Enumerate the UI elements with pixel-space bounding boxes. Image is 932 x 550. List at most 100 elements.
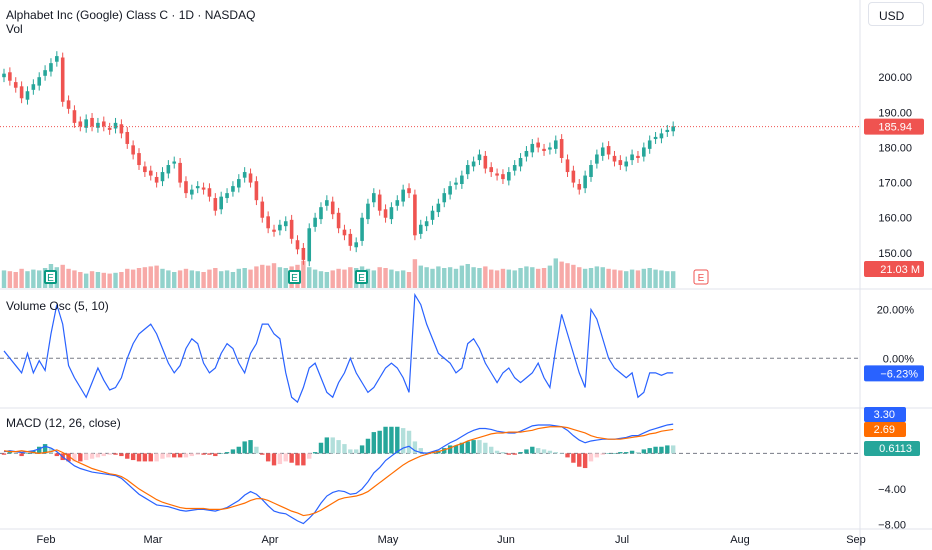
macd-histogram-bar bbox=[618, 452, 623, 454]
candle-body bbox=[49, 63, 53, 72]
volume-bar bbox=[318, 271, 324, 288]
volume-osc-line bbox=[3, 292, 674, 404]
candle-body bbox=[172, 161, 177, 164]
volume-bar bbox=[25, 271, 30, 288]
candle-body bbox=[55, 56, 59, 62]
candle-body bbox=[600, 147, 605, 156]
macd-histogram-bar bbox=[236, 446, 241, 454]
price-tick-label: 160.00 bbox=[878, 213, 912, 225]
time-tick-label: Mar bbox=[144, 534, 163, 546]
volume-bar bbox=[442, 268, 447, 288]
candle-body bbox=[571, 170, 576, 183]
time-tick-label: Aug bbox=[730, 534, 750, 546]
candle-body bbox=[559, 139, 564, 158]
macd-histogram-bar bbox=[483, 442, 488, 454]
price-tick-label: 190.00 bbox=[878, 107, 912, 119]
currency-button[interactable]: USD bbox=[868, 2, 924, 26]
candle-body bbox=[295, 240, 300, 250]
last-price-badge bbox=[864, 118, 924, 135]
macd-histogram-bar bbox=[389, 426, 394, 454]
histogram-last-label: 0.6113 bbox=[879, 443, 912, 455]
volume-bar bbox=[577, 267, 582, 288]
macd-histogram-bar bbox=[629, 450, 635, 454]
candle-body bbox=[483, 155, 488, 169]
volume-bar bbox=[494, 270, 500, 288]
volume-bar bbox=[78, 272, 83, 288]
candle-body bbox=[325, 200, 329, 206]
candle-body bbox=[137, 153, 141, 166]
candle-body bbox=[242, 172, 247, 178]
candle-body bbox=[283, 221, 288, 227]
candle-body bbox=[190, 189, 194, 195]
volume-bar bbox=[72, 270, 77, 288]
macd-histogram-bar bbox=[154, 453, 159, 462]
candle-body bbox=[8, 72, 12, 81]
macd-histogram-bar bbox=[541, 449, 547, 454]
macd-histogram-bar bbox=[295, 453, 300, 466]
macd-histogram-bar bbox=[271, 453, 277, 466]
macd-histogram-bar bbox=[19, 453, 24, 457]
upcoming-earnings-label: E bbox=[698, 273, 705, 284]
volume-bar bbox=[571, 264, 576, 288]
candle-body bbox=[624, 161, 629, 167]
macd-histogram-bar bbox=[160, 453, 165, 459]
candle-body bbox=[489, 167, 494, 173]
volume-bar bbox=[430, 268, 435, 288]
macd-histogram-bar bbox=[547, 450, 553, 454]
macd-histogram-bar bbox=[530, 446, 535, 454]
macd-histogram-bar bbox=[307, 453, 312, 459]
volume-bar bbox=[418, 265, 423, 288]
candle-body bbox=[548, 147, 552, 150]
candle-body bbox=[460, 175, 464, 184]
macd-histogram-bar bbox=[512, 453, 517, 455]
macd-histogram-bar bbox=[447, 445, 453, 454]
macd-histogram-bar bbox=[277, 453, 283, 465]
macd-histogram-bar bbox=[489, 446, 494, 454]
candle-body bbox=[143, 166, 147, 173]
volume-bar bbox=[136, 268, 142, 288]
candle-body bbox=[237, 179, 241, 188]
macd-histogram-bar bbox=[465, 441, 470, 454]
candle-body bbox=[507, 172, 511, 181]
volume-bar bbox=[254, 266, 259, 288]
macd-histogram-bar bbox=[42, 444, 48, 454]
candle-body bbox=[90, 117, 94, 127]
macd-histogram-bar bbox=[553, 452, 558, 454]
volume-bar bbox=[19, 268, 24, 288]
volume-bar bbox=[582, 268, 588, 288]
candle-body bbox=[166, 165, 171, 174]
volume-bar bbox=[307, 267, 312, 288]
last-price-label: 185.94 bbox=[878, 122, 912, 134]
volume-bar bbox=[371, 270, 377, 288]
volume-osc-label: Volume Osc (5, 10) bbox=[6, 299, 109, 313]
macd-histogram-bar bbox=[66, 453, 71, 462]
volume-bar bbox=[277, 267, 283, 288]
macd-histogram-bar bbox=[535, 448, 541, 454]
volume-bar bbox=[265, 265, 271, 288]
volume-bar bbox=[477, 268, 482, 288]
macd-histogram-bar bbox=[647, 448, 652, 454]
volume-bar bbox=[172, 272, 177, 288]
macd-tick-label: −4.00 bbox=[878, 484, 906, 496]
candle-body bbox=[37, 77, 42, 86]
macd-histogram-bar bbox=[471, 440, 476, 454]
macd-histogram-bar bbox=[207, 453, 212, 455]
macd-histogram-bar bbox=[641, 449, 647, 454]
volume-bar bbox=[559, 261, 564, 288]
candle-body bbox=[342, 229, 347, 236]
macd-histogram-bar bbox=[260, 453, 265, 455]
signal-last-label: 2.69 bbox=[874, 424, 895, 436]
volume-bar bbox=[125, 268, 130, 288]
macd-histogram-bar bbox=[213, 453, 218, 457]
candle-body bbox=[72, 110, 77, 123]
candle-body bbox=[512, 165, 517, 171]
macd-histogram-bar bbox=[189, 453, 195, 457]
macd-histogram-bar bbox=[406, 430, 412, 454]
candle-body bbox=[389, 207, 394, 220]
candle-body bbox=[618, 160, 623, 166]
candle-body bbox=[454, 182, 458, 185]
macd-histogram-bar bbox=[130, 453, 136, 461]
candle-body bbox=[336, 212, 341, 229]
candle-body bbox=[401, 189, 405, 202]
